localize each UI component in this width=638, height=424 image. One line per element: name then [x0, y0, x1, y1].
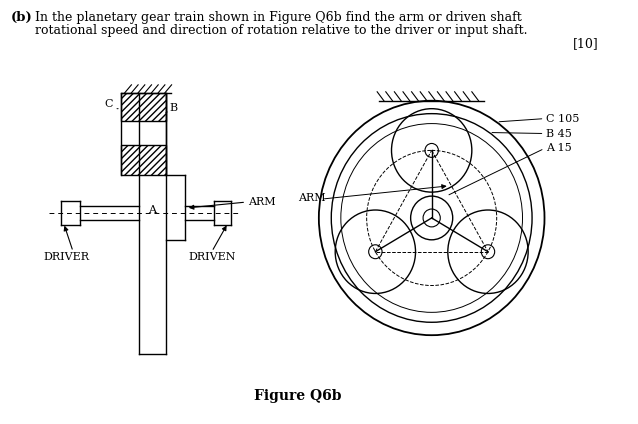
Text: ARM: ARM — [298, 193, 325, 203]
Text: C 105: C 105 — [546, 114, 580, 124]
Text: rotational speed and direction of rotation relative to the driver or input shaft: rotational speed and direction of rotati… — [35, 24, 528, 37]
Polygon shape — [121, 93, 166, 120]
Text: Figure Q6b: Figure Q6b — [254, 389, 341, 403]
Text: B 45: B 45 — [546, 128, 572, 139]
Text: (b): (b) — [11, 11, 33, 24]
Text: C: C — [105, 99, 113, 109]
Polygon shape — [121, 145, 166, 175]
Text: B: B — [170, 103, 178, 113]
Text: A 15: A 15 — [546, 143, 572, 153]
Text: ARM: ARM — [248, 197, 276, 207]
Text: In the planetary gear train shown in Figure Q6b find the arm or driven shaft: In the planetary gear train shown in Fig… — [35, 11, 522, 24]
Text: DRIVER: DRIVER — [43, 252, 89, 262]
Text: A: A — [149, 205, 156, 215]
Text: [10]: [10] — [574, 37, 599, 50]
Text: DRIVEN: DRIVEN — [188, 252, 235, 262]
